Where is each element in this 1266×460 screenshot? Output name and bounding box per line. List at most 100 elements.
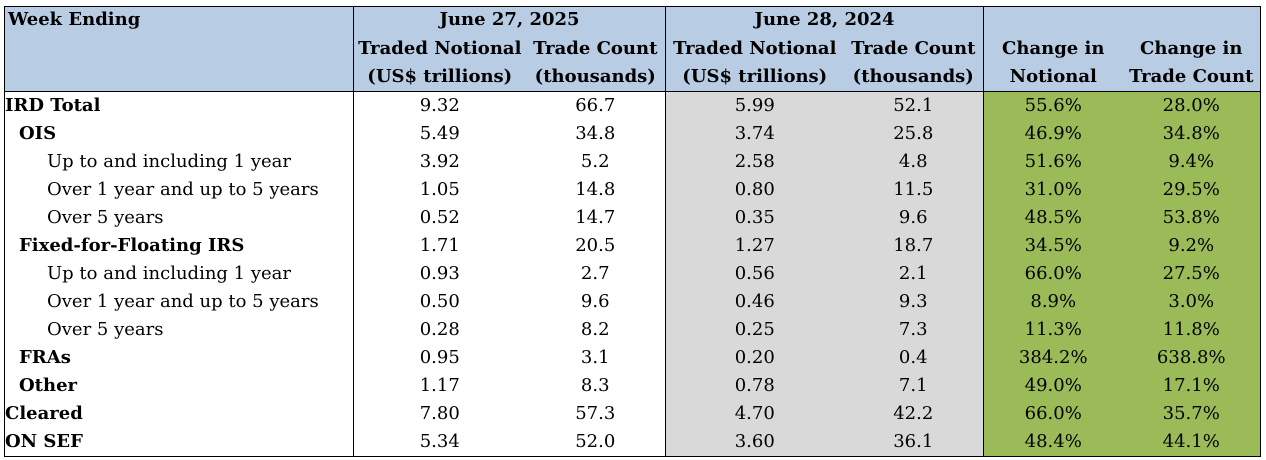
- table-row: Over 5 years 0.52 14.7 0.35 9.6 48.5% 53.8%: [4, 204, 1261, 232]
- notional-2025-cell: 5.49: [419, 123, 460, 144]
- change-notional-cell: 31.0%: [983, 176, 1123, 204]
- ird-volume-table: Week Ending June 27, 2025 June 28, 2024 …: [4, 6, 1261, 457]
- table-row: Other 1.17 8.3 0.78 7.1 49.0% 17.1%: [4, 372, 1261, 400]
- header-week-ending: Week Ending: [4, 6, 354, 92]
- notional-2024-cell: 3.74: [665, 120, 844, 148]
- count-2024-cell: 52.1: [843, 91, 984, 120]
- count-2024-cell: 7.1: [843, 372, 984, 400]
- notional-2025-cell: 1.17: [419, 375, 460, 396]
- header-traded-notional-2024: Traded Notional: [673, 38, 837, 59]
- notional-2024-cell: 0.25: [665, 316, 844, 344]
- notional-2025-cell: 0.50: [419, 291, 460, 312]
- row-label: Over 1 year and up to 5 years: [4, 288, 354, 316]
- count-2025-cell: 14.7: [525, 204, 666, 232]
- header-period-2024: June 28, 2024: [665, 6, 984, 35]
- change-count-cell: 9.4%: [1122, 148, 1261, 176]
- table-row: Over 5 years 0.28 8.2 0.25 7.3 11.3% 11.8%: [4, 316, 1261, 344]
- row-label: ON SEF: [4, 428, 354, 457]
- notional-2025-cell: 1.05: [419, 179, 460, 200]
- header-spacer: [1122, 6, 1261, 35]
- table-row: FRAs 0.95 3.1 0.20 0.4 384.2% 638.8%: [4, 344, 1261, 372]
- notional-2024-cell: 0.35: [665, 204, 844, 232]
- count-2025-cell: 2.7: [525, 260, 666, 288]
- count-2025-cell: 5.2: [525, 148, 666, 176]
- count-2025-cell: 57.3: [525, 400, 666, 428]
- change-notional-cell: 11.3%: [983, 316, 1123, 344]
- notional-2025-cell: 3.92: [419, 151, 460, 172]
- header-traded-notional-2025: Traded Notional: [358, 38, 522, 59]
- count-2024-cell: 7.3: [843, 316, 984, 344]
- count-2024-cell: 11.5: [843, 176, 984, 204]
- change-count-cell: 3.0%: [1122, 288, 1261, 316]
- change-count-cell: 28.0%: [1122, 91, 1261, 120]
- notional-2024-cell: 5.99: [665, 91, 844, 120]
- change-notional-cell: 55.6%: [983, 91, 1123, 120]
- table-body: IRD Total 9.32 66.7 5.99 52.1 55.6% 28.0% OIS 5.…: [4, 91, 1261, 457]
- count-2025-cell: 34.8: [525, 120, 666, 148]
- row-label: Up to and including 1 year: [4, 260, 354, 288]
- count-2025-cell: 52.0: [525, 428, 666, 457]
- notional-2024-cell: 3.60: [665, 428, 844, 457]
- count-2024-cell: 9.6: [843, 204, 984, 232]
- count-2025-cell: 20.5: [525, 232, 666, 260]
- notional-2025-cell: 1.71: [419, 235, 460, 256]
- header-change-in-notional-2: Notional: [983, 63, 1123, 92]
- count-2025-cell: 66.7: [525, 91, 666, 120]
- notional-2024-cell: 0.20: [665, 344, 844, 372]
- row-label: Over 5 years: [4, 204, 354, 232]
- change-notional-cell: 48.4%: [983, 428, 1123, 457]
- row-label: OIS: [4, 120, 354, 148]
- row-label: Over 1 year and up to 5 years: [4, 176, 354, 204]
- row-label: Other: [4, 372, 354, 400]
- count-2024-cell: 25.8: [843, 120, 984, 148]
- change-notional-cell: 34.5%: [983, 232, 1123, 260]
- table-row: IRD Total 9.32 66.7 5.99 52.1 55.6% 28.0%: [4, 91, 1261, 120]
- change-notional-cell: 49.0%: [983, 372, 1123, 400]
- notional-2025-cell: 0.93: [419, 263, 460, 284]
- change-notional-cell: 46.9%: [983, 120, 1123, 148]
- header-count-unit-2025: (thousands): [525, 63, 666, 92]
- count-2024-cell: 42.2: [843, 400, 984, 428]
- header-trade-count-2024: Trade Count: [843, 35, 984, 63]
- header-trade-count-2025: Trade Count: [525, 35, 666, 63]
- count-2024-cell: 4.8: [843, 148, 984, 176]
- count-2024-cell: 18.7: [843, 232, 984, 260]
- count-2025-cell: 9.6: [525, 288, 666, 316]
- table-row: ON SEF 5.34 52.0 3.60 36.1 48.4% 44.1%: [4, 428, 1261, 457]
- header-spacer: [983, 6, 1123, 35]
- header-period-2025: June 27, 2025: [353, 6, 666, 35]
- change-notional-cell: 48.5%: [983, 204, 1123, 232]
- notional-2024-cell: 2.58: [665, 148, 844, 176]
- header-notional-unit-2024: (US$ trillions): [665, 63, 844, 92]
- table-row: Fixed-for-Floating IRS 1.71 20.5 1.27 18.7 34…: [4, 232, 1261, 260]
- change-notional-cell: 8.9%: [983, 288, 1123, 316]
- table-row: Over 1 year and up to 5 years 0.50 9.6 0.46…: [4, 288, 1261, 316]
- row-label: FRAs: [4, 344, 354, 372]
- count-2024-cell: 0.4: [843, 344, 984, 372]
- notional-2025-cell: 0.28: [419, 319, 460, 340]
- table-row: OIS 5.49 34.8 3.74 25.8 46.9% 34.8%: [4, 120, 1261, 148]
- notional-2025-cell: 0.95: [419, 347, 460, 368]
- notional-2024-cell: 1.27: [665, 232, 844, 260]
- count-2025-cell: 14.8: [525, 176, 666, 204]
- row-label: Fixed-for-Floating IRS: [4, 232, 354, 260]
- change-count-cell: 11.8%: [1122, 316, 1261, 344]
- notional-2025-cell: 7.80: [419, 403, 460, 424]
- change-count-cell: 53.8%: [1122, 204, 1261, 232]
- notional-2025-cell: 0.52: [419, 207, 460, 228]
- header-change-in-notional-1: Change in: [1002, 38, 1105, 59]
- change-notional-cell: 384.2%: [983, 344, 1123, 372]
- row-label: Cleared: [4, 400, 354, 428]
- count-2025-cell: 8.3: [525, 372, 666, 400]
- count-2024-cell: 36.1: [843, 428, 984, 457]
- change-count-cell: 44.1%: [1122, 428, 1261, 457]
- notional-2024-cell: 0.46: [665, 288, 844, 316]
- notional-2025-cell: 9.32: [419, 95, 460, 116]
- count-2025-cell: 8.2: [525, 316, 666, 344]
- count-2024-cell: 9.3: [843, 288, 984, 316]
- table-row: Over 1 year and up to 5 years 1.05 14.8 0.8…: [4, 176, 1261, 204]
- change-count-cell: 34.8%: [1122, 120, 1261, 148]
- count-2024-cell: 2.1: [843, 260, 984, 288]
- row-label: Up to and including 1 year: [4, 148, 354, 176]
- header-change-in-count-1: Change in: [1122, 35, 1261, 63]
